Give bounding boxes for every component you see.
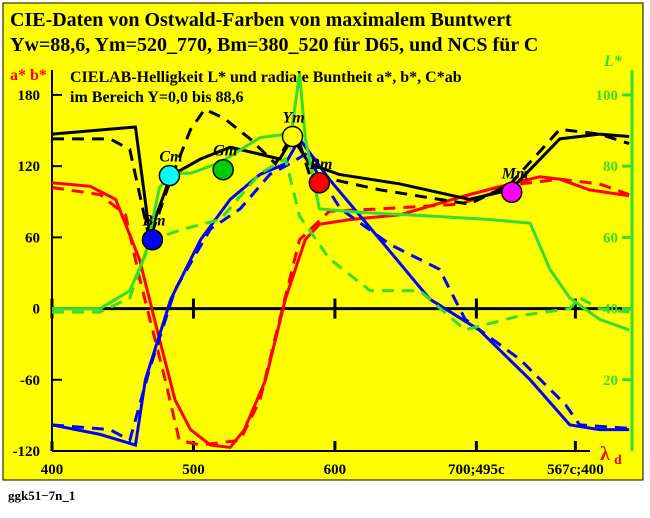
- series-line: [51, 152, 630, 443]
- footer: ggk51−7n_1: [8, 488, 75, 503]
- point-label: Cm: [159, 149, 182, 166]
- x-tick-label: 700;495c: [448, 462, 505, 478]
- series-line: [52, 73, 630, 332]
- y2-tick-label: 20: [603, 373, 618, 389]
- x-tick-label: 600: [324, 462, 347, 478]
- y2-tick-label: 80: [603, 159, 618, 175]
- point-label: Bm: [141, 213, 165, 230]
- x-axis-label-sub: d: [614, 453, 622, 468]
- y-tick-label: 180: [18, 88, 41, 104]
- y2-tick-label: 100: [596, 88, 619, 104]
- point: [308, 172, 331, 194]
- point-label: Gm: [213, 143, 237, 160]
- series-line: [52, 107, 630, 246]
- x-tick-label: 400: [41, 462, 64, 478]
- y-tick-label: -60: [20, 373, 40, 389]
- point: [212, 158, 234, 181]
- y2-axis-label: L*: [603, 53, 623, 70]
- point: [501, 181, 523, 204]
- y-tick-label: -120: [13, 444, 41, 460]
- y2-tick-label: 60: [603, 230, 618, 246]
- series-line: [51, 136, 630, 448]
- y-axis-label: a* b*: [10, 67, 47, 84]
- chart-subtitle: Yw=88,6, Ym=520_770, Bm=380_520 für D65,…: [10, 34, 538, 56]
- y2-tick-label: 40: [603, 302, 618, 318]
- series-line: [51, 177, 630, 447]
- point: [158, 164, 181, 187]
- y-tick-label: 60: [25, 230, 40, 246]
- chart-title: CIE-Daten von Ostwald-Farben von maximal…: [10, 9, 512, 31]
- point-label: Rm: [308, 156, 332, 173]
- annotation: im Bereich Y=0,0 bis 88,6: [70, 89, 244, 106]
- series-line: [52, 156, 630, 332]
- x-tick-label: 500: [182, 462, 205, 478]
- point-label: Ym: [282, 109, 304, 126]
- y-tick-label: 0: [33, 302, 41, 318]
- annotation: CIELAB-Helligkeit L* und radiale Bunthei…: [70, 69, 462, 86]
- point: [281, 125, 304, 148]
- background: [2, 2, 644, 481]
- x-tick-label: 567c;400: [547, 462, 604, 478]
- y-tick-label: 120: [18, 159, 41, 175]
- point: [141, 228, 164, 251]
- x-axis-label: λ: [600, 443, 610, 465]
- point-label: Mm: [501, 165, 529, 182]
